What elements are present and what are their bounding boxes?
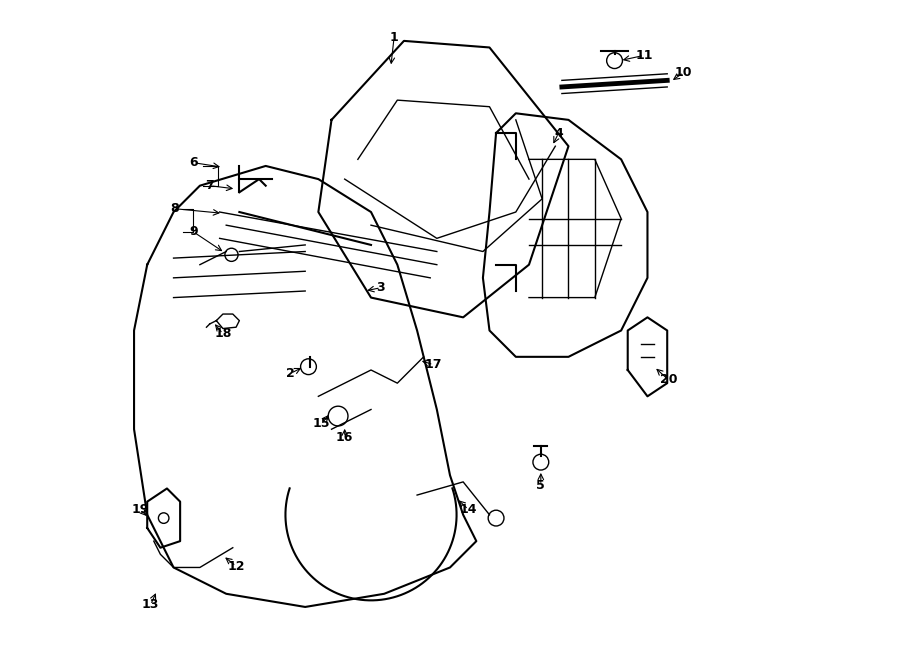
Text: 6: 6: [189, 156, 198, 169]
Text: 10: 10: [675, 66, 692, 79]
Text: 17: 17: [425, 358, 442, 371]
Text: 11: 11: [635, 49, 652, 62]
Text: 13: 13: [142, 598, 159, 611]
Text: 18: 18: [214, 327, 231, 340]
Text: 7: 7: [205, 179, 214, 192]
Text: 20: 20: [660, 373, 678, 387]
Text: 3: 3: [376, 281, 385, 294]
Text: 8: 8: [171, 202, 179, 215]
Text: 1: 1: [390, 31, 399, 44]
Text: 15: 15: [313, 418, 330, 430]
Text: 16: 16: [336, 430, 354, 444]
Text: 14: 14: [460, 503, 477, 516]
Text: 19: 19: [132, 503, 149, 516]
Text: 5: 5: [536, 479, 545, 492]
Text: 2: 2: [286, 367, 295, 380]
Text: 4: 4: [554, 126, 563, 139]
Text: 9: 9: [189, 225, 198, 238]
Text: 12: 12: [228, 560, 245, 572]
